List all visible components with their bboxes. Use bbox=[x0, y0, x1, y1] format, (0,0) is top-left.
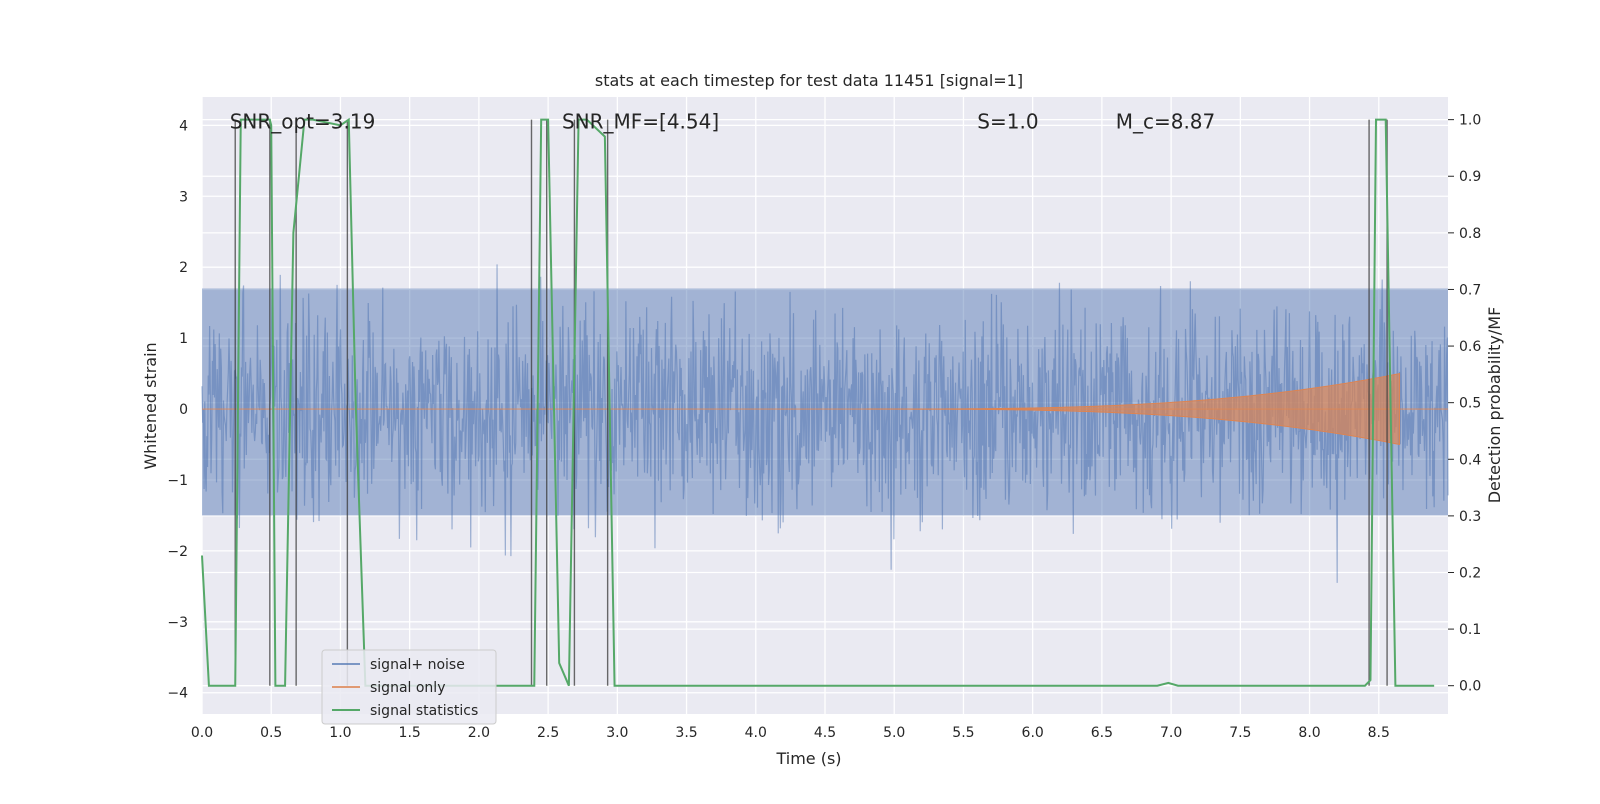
y-tick-label: 3 bbox=[179, 189, 188, 205]
legend-box bbox=[321, 649, 497, 725]
right-tick-label: 0.1 bbox=[1459, 622, 1481, 638]
y-axis-ticks: 4 3 2 1 0 −1 −2 −3 −4 bbox=[167, 118, 188, 701]
y-tick-label: 1 bbox=[179, 331, 188, 347]
right-axis-label: Detection probability/MF bbox=[1485, 307, 1504, 504]
x-tick-label: 2.5 bbox=[537, 725, 559, 741]
x-tick-label: 0.5 bbox=[260, 725, 282, 741]
x-tick-label: 8.5 bbox=[1368, 725, 1390, 741]
legend-label: signal+ noise bbox=[370, 657, 465, 673]
x-tick-label: 4.0 bbox=[745, 725, 767, 741]
x-tick-label: 1.0 bbox=[329, 725, 351, 741]
y-tick-label: −1 bbox=[167, 473, 188, 489]
right-tick-label: 0.2 bbox=[1459, 565, 1481, 581]
y-tick-label: −4 bbox=[167, 686, 188, 702]
annotations: SNR_opt=3.19 SNR_MF=[4.54] S=1.0 M_c=8.87 bbox=[230, 109, 1216, 133]
chart-title: stats at each timestep for test data 114… bbox=[595, 71, 1023, 90]
x-tick-label: 6.0 bbox=[1022, 725, 1044, 741]
right-tick-label: 0.5 bbox=[1459, 396, 1481, 412]
legend-label: signal statistics bbox=[370, 703, 478, 719]
right-tick-label: 0.4 bbox=[1459, 452, 1481, 468]
right-tick-label: 0.6 bbox=[1459, 339, 1481, 355]
x-tick-label: 7.5 bbox=[1229, 725, 1251, 741]
x-axis-ticks: 0.0 0.5 1.0 1.5 2.0 2.5 3.0 3.5 4.0 4.5 5.0 5.5 6.0 6… bbox=[191, 725, 1390, 741]
y-tick-label: 0 bbox=[179, 402, 188, 418]
right-axis-ticks: 1.0 0.9 0.8 0.7 0.6 0.5 0.4 0.3 0.2 0.1 0.0 bbox=[1448, 113, 1481, 695]
right-tick-label: 0.3 bbox=[1459, 509, 1481, 525]
x-tick-label: 4.5 bbox=[814, 725, 836, 741]
right-tick-label: 0.8 bbox=[1459, 226, 1481, 242]
x-tick-label: 0.0 bbox=[191, 725, 213, 741]
legend: signal+ noise signal only signal statistic… bbox=[321, 649, 497, 725]
right-tick-label: 0.9 bbox=[1459, 169, 1481, 185]
signal-only-series bbox=[202, 372, 1448, 446]
x-tick-label: 2.0 bbox=[468, 725, 490, 741]
right-tick-label: 0.0 bbox=[1459, 679, 1481, 695]
x-tick-label: 3.5 bbox=[675, 725, 697, 741]
annotation-text: SNR_opt=3.19 bbox=[230, 109, 376, 133]
x-tick-label: 5.5 bbox=[952, 725, 974, 741]
right-tick-label: 0.7 bbox=[1459, 282, 1481, 298]
x-tick-label: 7.0 bbox=[1160, 725, 1182, 741]
x-tick-label: 8.0 bbox=[1298, 725, 1320, 741]
annotation-text: SNR_MF=[4.54] bbox=[562, 109, 719, 133]
signal-statistics-series bbox=[201, 117, 1435, 687]
y-tick-label: 4 bbox=[179, 118, 188, 134]
right-tick-label: 1.0 bbox=[1459, 113, 1481, 129]
x-tick-label: 1.5 bbox=[399, 725, 421, 741]
signal-noise-line bbox=[201, 264, 1449, 583]
y-tick-label: −3 bbox=[167, 615, 188, 631]
x-axis-label: Time (s) bbox=[775, 749, 841, 768]
x-tick-label: 5.0 bbox=[883, 725, 905, 741]
x-tick-label: 6.5 bbox=[1091, 725, 1113, 741]
annotation-text: M_c=8.87 bbox=[1116, 109, 1216, 133]
x-tick-label: 3.0 bbox=[606, 725, 628, 741]
y-tick-label: −2 bbox=[167, 544, 188, 560]
legend-label: signal only bbox=[370, 680, 445, 696]
annotation-text: S=1.0 bbox=[977, 109, 1038, 133]
y-axis-label: Whitened strain bbox=[141, 342, 160, 469]
signal-statistics-line bbox=[201, 117, 1435, 687]
y-tick-label: 2 bbox=[179, 260, 188, 276]
